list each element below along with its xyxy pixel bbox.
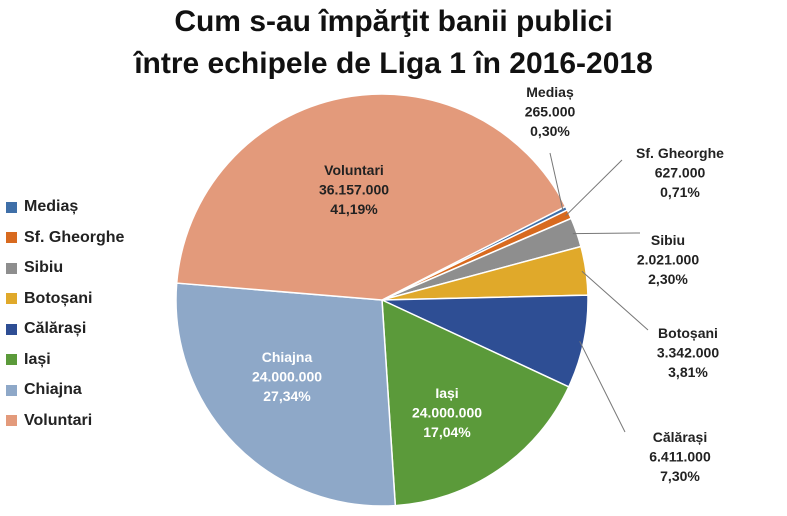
data-label-percent-sf-gheorghe: 0,71% [660,184,700,200]
leader-line-medias [549,152,564,211]
data-label-name-iasi: Iași [435,385,458,401]
leader-line-botosani [581,270,649,331]
leader-line-sibiu [572,232,641,235]
legend-swatch [6,354,17,366]
legend-item-voluntari: Voluntari [6,406,124,437]
data-label-percent-calarasi: 7,30% [660,468,700,484]
legend-label: Sibiu [24,259,64,277]
legend-label: Botoșani [24,289,93,307]
chart-title-line-1: Cum s-au împărţit banii publici [174,5,613,38]
legend-label: Sf. Gheorghe [24,228,125,246]
data-label-value-voluntari: 36.157.000 [319,182,389,198]
data-label-percent-chiajna: 27,34% [263,388,311,404]
data-label-value-sf-gheorghe: 627.000 [655,165,706,181]
chart-title-line-2: între echipele de Liga 1 în 2016-2018 [134,47,653,80]
pie-slice-iasi [381,298,570,507]
data-label-name-sibiu: Sibiu [651,232,685,248]
legend-label: Iași [24,350,51,368]
data-label-value-calarasi: 6.411.000 [649,449,711,465]
data-label-percent-iasi: 17,04% [423,424,471,440]
legend-label: Mediaș [24,198,79,216]
legend-swatch [6,323,17,335]
data-label-name-medias: Mediaș [526,84,574,100]
data-label-name-sf-gheorghe: Sf. Gheorghe [636,145,724,161]
chart-legend: Mediaș Sf. Gheorghe Sibiu Botoșani Călărași I… [6,192,124,436]
legend-item-chiajna: Chiajna [6,375,124,406]
legend-swatch [6,384,17,396]
data-label-percent-voluntari: 41,19% [330,201,378,217]
leader-line-sf-gheorghe [565,159,623,217]
data-label-value-sibiu: 2.021.000 [637,252,699,268]
legend-swatch [6,232,17,244]
legend-swatch [6,201,17,213]
legend-item-calarasi: Călărași [6,314,124,345]
legend-swatch [6,293,17,305]
legend-swatch [6,262,17,274]
data-label-name-calarasi: Călărași [653,429,707,445]
pie-slice-voluntari [175,93,567,301]
legend-item-sf-gheorghe: Sf. Gheorghe [6,223,124,254]
data-label-value-medias: 265.000 [525,104,576,120]
data-label-value-chiajna: 24.000.000 [252,369,322,385]
legend-label: Călărași [24,320,87,338]
pie-slice-chiajna [175,282,397,507]
legend-item-sibiu: Sibiu [6,253,124,284]
legend-label: Voluntari [24,411,93,429]
legend-label: Chiajna [24,381,82,399]
data-label-name-botosani: Botoșani [658,325,718,341]
data-label-name-voluntari: Voluntari [324,162,384,178]
data-label-percent-sibiu: 2,30% [648,271,688,287]
legend-item-botosani: Botoșani [6,284,124,315]
data-label-value-iasi: 24.000.000 [412,405,482,421]
data-label-percent-medias: 0,30% [530,123,570,139]
leader-line-calarasi [579,341,626,433]
legend-item-iasi: Iași [6,345,124,376]
data-label-value-botosani: 3.342.000 [657,345,719,361]
legend-swatch [6,415,17,427]
legend-item-medias: Mediaș [6,192,124,223]
data-label-name-chiajna: Chiajna [262,349,313,365]
data-label-percent-botosani: 3,81% [668,364,708,380]
